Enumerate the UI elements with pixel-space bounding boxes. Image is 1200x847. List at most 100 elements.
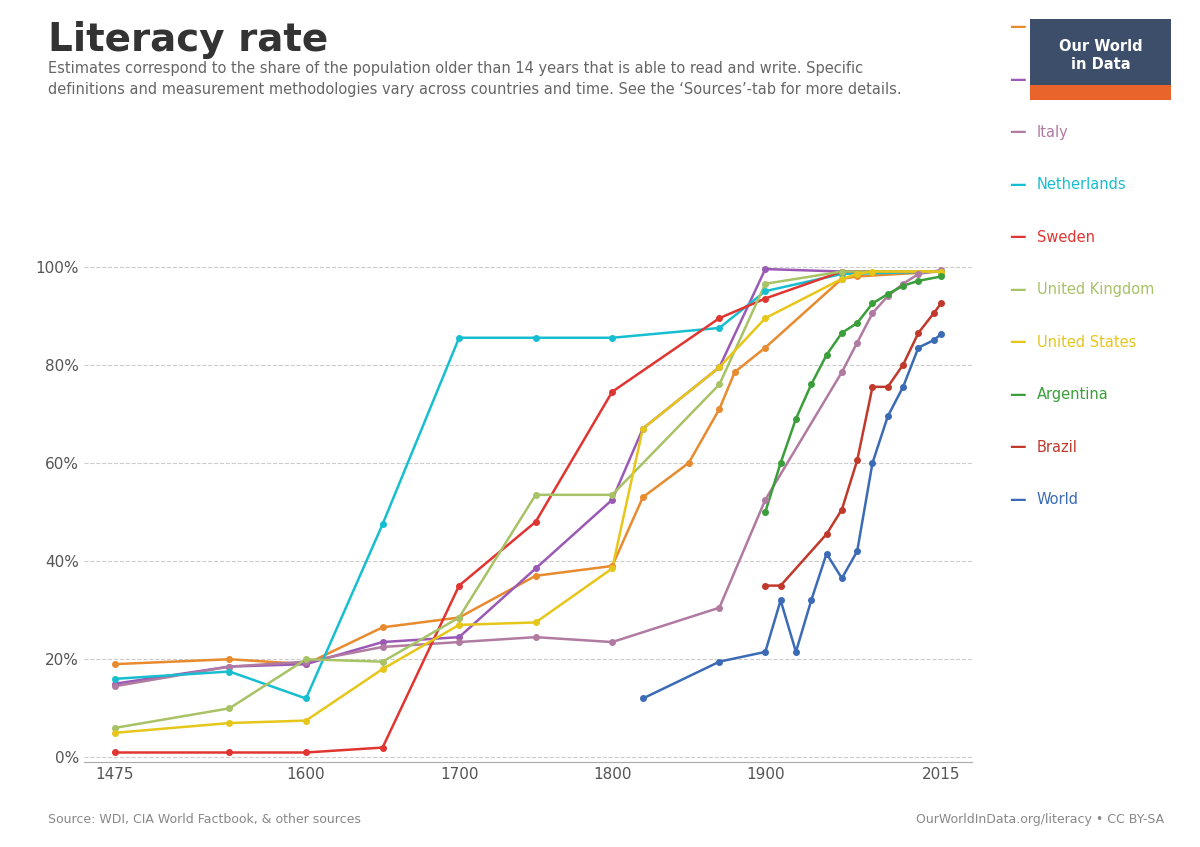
Point [725, 365, 744, 379]
Point [863, 296, 882, 310]
Point [833, 365, 852, 379]
Point [931, 265, 950, 279]
Point [802, 594, 821, 607]
Point [847, 336, 866, 350]
Point [931, 327, 950, 340]
Point [106, 721, 125, 734]
Point [931, 265, 950, 279]
Point [296, 655, 316, 668]
Point [833, 265, 852, 279]
Point [602, 559, 622, 573]
Point [220, 660, 239, 673]
Point [450, 618, 469, 632]
Point [863, 265, 882, 279]
Point [602, 331, 622, 345]
Point [296, 745, 316, 759]
Point [602, 562, 622, 575]
Point [373, 655, 392, 668]
Point [878, 380, 898, 394]
Point [709, 655, 728, 668]
Point [908, 274, 928, 288]
Text: Argentina: Argentina [1037, 387, 1109, 402]
Point [908, 267, 928, 280]
Point [450, 579, 469, 592]
Point [296, 657, 316, 671]
Point [602, 385, 622, 399]
Point [220, 665, 239, 678]
Point [106, 657, 125, 671]
Point [786, 412, 805, 425]
Point [863, 457, 882, 470]
Point [602, 488, 622, 501]
Point [373, 741, 392, 755]
Point [772, 579, 791, 592]
Text: —: — [1009, 175, 1026, 194]
Point [924, 334, 943, 347]
Point [894, 380, 913, 394]
Point [756, 312, 775, 325]
Point [526, 616, 545, 629]
Point [772, 594, 791, 607]
Point [894, 277, 913, 291]
Point [924, 307, 943, 320]
Point [296, 652, 316, 666]
Point [220, 717, 239, 730]
Point [863, 380, 882, 394]
Text: Germany: Germany [1037, 72, 1104, 87]
Point [709, 402, 728, 416]
Point [833, 503, 852, 517]
Text: United States: United States [1037, 335, 1136, 350]
Point [679, 457, 698, 470]
Text: —: — [1009, 490, 1026, 509]
Point [847, 267, 866, 280]
Point [878, 290, 898, 303]
Text: —: — [1009, 123, 1026, 141]
Point [709, 321, 728, 335]
Point [931, 265, 950, 279]
Point [373, 518, 392, 531]
Text: Literacy rate: Literacy rate [48, 21, 329, 59]
Text: —: — [1009, 385, 1026, 404]
Text: —: — [1009, 438, 1026, 457]
Point [296, 714, 316, 728]
Point [450, 635, 469, 649]
Point [833, 326, 852, 340]
Point [602, 493, 622, 507]
Point [296, 657, 316, 671]
Point [709, 378, 728, 391]
Text: Estimates correspond to the share of the population older than 14 years that is : Estimates correspond to the share of the… [48, 61, 901, 97]
Point [756, 340, 775, 354]
Point [931, 265, 950, 279]
Point [106, 677, 125, 690]
Point [450, 331, 469, 345]
Text: —: — [1009, 18, 1026, 36]
Point [802, 378, 821, 391]
Point [373, 662, 392, 676]
Text: —: — [1009, 228, 1026, 246]
Text: Source: WDI, CIA World Factbook, & other sources: Source: WDI, CIA World Factbook, & other… [48, 813, 361, 826]
Point [709, 361, 728, 374]
Point [756, 579, 775, 592]
Text: World: World [1037, 492, 1079, 507]
Point [106, 679, 125, 693]
Point [878, 287, 898, 301]
Point [526, 630, 545, 644]
Point [847, 545, 866, 558]
Point [817, 547, 836, 561]
Point [908, 326, 928, 340]
Point [526, 569, 545, 583]
Point [526, 488, 545, 501]
Point [756, 505, 775, 518]
Point [817, 528, 836, 541]
Point [450, 611, 469, 624]
Point [373, 635, 392, 649]
Text: Sweden: Sweden [1037, 230, 1094, 245]
Point [373, 621, 392, 634]
Point [847, 454, 866, 468]
Point [908, 340, 928, 354]
Point [833, 265, 852, 279]
Point [931, 269, 950, 283]
Point [772, 457, 791, 470]
Point [786, 645, 805, 659]
Point [833, 572, 852, 585]
